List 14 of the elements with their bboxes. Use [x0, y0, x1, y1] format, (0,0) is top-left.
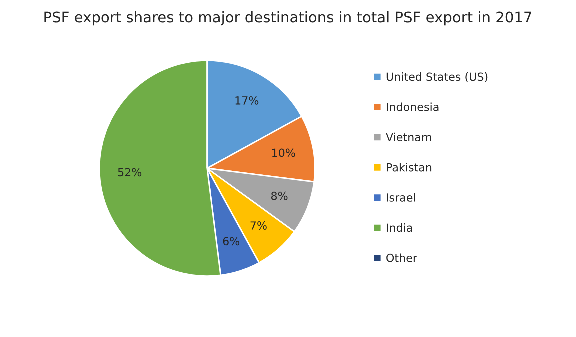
- data-label: 17%: [236, 96, 259, 105]
- chart-title: PSF export shares to major destinations in total PSF export in 2017: [44, 11, 532, 26]
- legend-label: Indonesia: [387, 102, 439, 112]
- legend-label: India: [387, 224, 412, 232]
- legend-label: Other: [386, 254, 418, 262]
- legend-label: Vietnam: [386, 132, 432, 142]
- legend-label: Pakistan: [387, 163, 432, 172]
- data-label: 52%: [118, 168, 142, 177]
- legend-label: United States (US): [386, 72, 488, 82]
- data-label: 10%: [272, 148, 296, 158]
- data-label: 6%: [223, 237, 240, 246]
- data-label: 8%: [271, 192, 288, 200]
- legend-label: Israel: [387, 193, 416, 202]
- data-label: 7%: [250, 222, 267, 230]
